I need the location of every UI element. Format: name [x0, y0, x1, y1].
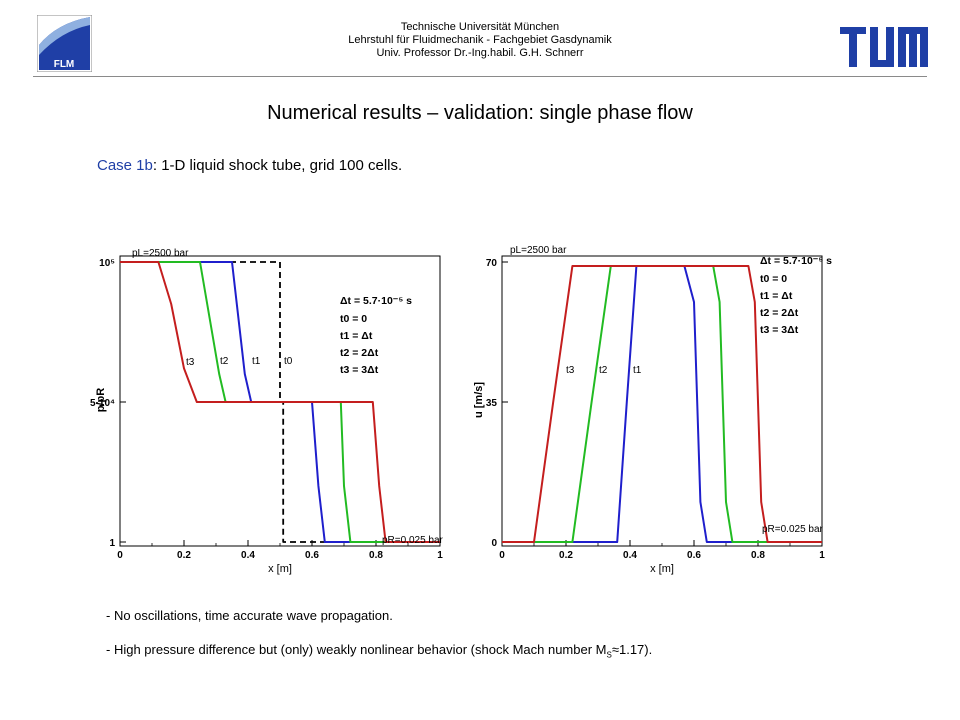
pr-annotation: pR=0.025 bar — [762, 524, 824, 535]
curve-label-t3: t3 — [566, 365, 575, 376]
flm-logo: FLM — [37, 15, 92, 72]
x-tick-label: 0.8 — [751, 550, 765, 561]
t1-legend: t1 = Δt — [760, 290, 793, 302]
x-tick-label: 0.2 — [177, 550, 191, 561]
x-tick-label: 0.8 — [369, 550, 383, 561]
y-tick-label: 5·10⁴ — [90, 398, 115, 409]
curve-label-t1: t1 — [633, 365, 642, 376]
y-axis-label: p/pR — [95, 388, 107, 412]
y-tick-label: 0 — [491, 538, 497, 549]
header-divider — [33, 76, 927, 77]
header-line-1: Technische Universität München — [400, 21, 560, 33]
y-tick-label: 70 — [486, 258, 498, 269]
dt-annotation: Δt = 5.7·10⁻⁵ s — [760, 255, 832, 267]
y-tick-label: 35 — [486, 398, 498, 409]
y-axis-label: u [m/s] — [473, 382, 485, 418]
x-tick-label: 0.6 — [305, 550, 319, 561]
t2-legend: t2 = 2Δt — [760, 307, 799, 319]
series-line-t3 — [502, 265, 822, 543]
x-tick-label: 0.2 — [559, 550, 573, 561]
velocity-chart: 0 0.2 0.4 0.6 0.8 1 70 35 0 pL=2500 bar pR=0.025… — [473, 245, 832, 575]
t0-legend: t0 = 0 — [340, 313, 367, 325]
pressure-chart: 0 0.2 0.4 0.6 0.8 1 10⁵ 5·10⁴ 1 pL=2500 bar pR=0… — [90, 248, 444, 575]
curve-label-t1: t1 — [252, 356, 261, 367]
curve-label-t3: t3 — [186, 357, 195, 368]
page-title: Numerical results – validation: single p… — [267, 102, 693, 124]
t0-legend: t0 = 0 — [760, 273, 787, 285]
y-tick-label: 1 — [109, 538, 115, 549]
curve-label-t0: t0 — [284, 356, 293, 367]
x-axis-label: x [m] — [650, 563, 674, 575]
curve-label-t2: t2 — [599, 365, 608, 376]
x-tick-label: 0.6 — [687, 550, 701, 561]
t3-legend: t3 = 3Δt — [340, 364, 379, 376]
x-tick-label: 0 — [499, 550, 505, 561]
note-2-text: - High pressure difference but (only) we… — [106, 642, 607, 657]
institution-header: Technische Universität München Lehrstuhl… — [260, 21, 700, 60]
note-2: - High pressure difference but (only) we… — [106, 642, 652, 660]
pr-annotation: pR=0.025 bar — [382, 535, 444, 546]
tum-logo — [840, 27, 928, 67]
header-line-3: Univ. Professor Dr.-Ing.habil. G.H. Schn… — [376, 47, 584, 59]
dt-annotation: Δt = 5.7·10⁻⁵ s — [340, 295, 412, 307]
x-tick-label: 0 — [117, 550, 123, 561]
t2-legend: t2 = 2Δt — [340, 347, 379, 359]
y-tick-label: 10⁵ — [99, 258, 115, 269]
pl-annotation: pL=2500 bar — [132, 248, 189, 259]
series-line-t3 — [120, 261, 440, 543]
flm-logo-label: FLM — [54, 59, 75, 70]
x-tick-label: 0.4 — [241, 550, 255, 561]
x-tick-label: 1 — [819, 550, 825, 561]
note-2-subscript: S — [606, 650, 612, 660]
header-line-2: Lehrstuhl für Fluidmechanik - Fachgebiet… — [348, 34, 612, 46]
x-tick-label: 1 — [437, 550, 443, 561]
case-description: Case 1b: 1-D liquid shock tube, grid 100… — [97, 157, 402, 174]
note-1: - No oscillations, time accurate wave pr… — [106, 608, 393, 623]
pl-annotation: pL=2500 bar — [510, 245, 567, 256]
case-text: : 1-D liquid shock tube, grid 100 cells. — [152, 157, 403, 174]
x-tick-label: 0.4 — [623, 550, 637, 561]
curve-label-t2: t2 — [220, 356, 229, 367]
note-2-tail: ≈1.17). — [611, 642, 653, 657]
x-axis-label: x [m] — [268, 563, 292, 575]
t3-legend: t3 = 3Δt — [760, 324, 799, 336]
t1-legend: t1 = Δt — [340, 330, 373, 342]
case-label: Case 1b — [97, 157, 153, 174]
